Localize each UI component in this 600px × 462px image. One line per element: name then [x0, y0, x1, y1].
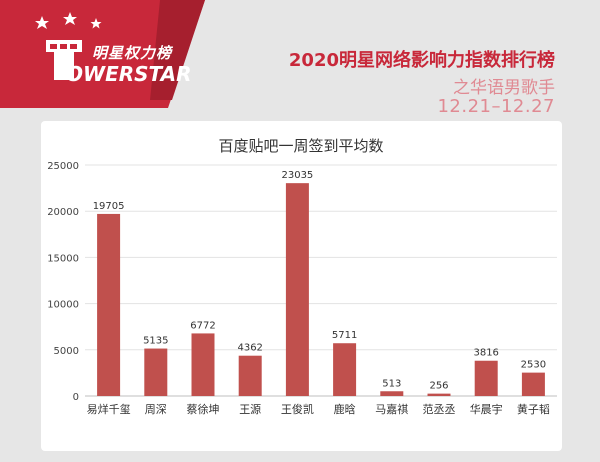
data-label: 5135 — [143, 336, 168, 347]
logo-accent-shape — [150, 0, 205, 100]
header-banner: 明星权力榜 OWERSTAR 2020明星网络影响力指数排行榜 之华语男歌手 1… — [0, 0, 600, 130]
bar — [285, 183, 309, 396]
data-label: 5711 — [332, 330, 357, 341]
y-tick-label: 25000 — [47, 161, 79, 172]
x-tick-label: 范丞丞 — [423, 402, 456, 416]
y-tick-label: 20000 — [47, 207, 79, 218]
bar — [97, 213, 121, 396]
star-icon — [63, 12, 77, 25]
y-tick-label: 0 — [73, 392, 79, 403]
bar — [144, 348, 168, 396]
y-tick-label: 10000 — [47, 300, 79, 311]
x-tick-label: 周深 — [145, 403, 167, 416]
x-tick-label: 易烊千玺 — [87, 402, 131, 416]
bar — [191, 333, 215, 396]
bar-chart: 百度贴吧一周签到平均数 0 5000 10000 15000 20000 25000 197… — [47, 137, 557, 416]
chart-title: 百度贴吧一周签到平均数 — [218, 137, 383, 155]
bar — [333, 343, 357, 396]
x-tick-label: 蔡徐坤 — [187, 402, 220, 416]
logo-badge — [0, 0, 205, 108]
logo-text-en: OWERSTAR — [66, 62, 192, 86]
page-subline: 之华语男歌手 — [453, 78, 555, 98]
bar — [427, 393, 451, 396]
data-label: 513 — [382, 378, 401, 389]
bar — [521, 372, 545, 396]
x-tick-label: 华晨宇 — [470, 402, 503, 416]
fist-icon — [46, 40, 82, 80]
x-tick-label: 黄子韬 — [517, 402, 550, 416]
data-label: 2530 — [521, 360, 546, 371]
logo-text-cn: 明星权力榜 — [92, 44, 173, 62]
x-tick-label: 王俊凯 — [281, 402, 314, 416]
chart-card: 百度贴吧一周签到平均数 0 5000 10000 15000 20000 25000 197… — [41, 121, 562, 451]
x-tick-label: 马嘉祺 — [375, 402, 408, 416]
data-label: 23035 — [281, 170, 313, 181]
bar — [238, 355, 262, 396]
x-tick-label: 鹿晗 — [334, 402, 356, 416]
page-headline: 2020明星网络影响力指数排行榜 — [288, 50, 555, 71]
y-tick-label: 15000 — [47, 253, 79, 264]
bar — [474, 360, 498, 396]
star-icon — [90, 18, 102, 29]
data-label: 4362 — [237, 343, 262, 354]
fist-icon-finger — [60, 44, 67, 49]
data-label: 19705 — [93, 201, 125, 212]
x-tick-label: 王源 — [239, 402, 261, 416]
star-icon — [35, 16, 49, 29]
data-label: 6772 — [190, 320, 215, 331]
data-label: 256 — [429, 381, 448, 392]
data-label: 3816 — [473, 348, 498, 359]
fist-icon-finger — [50, 44, 57, 49]
bar — [380, 391, 404, 396]
fist-icon-finger — [70, 44, 77, 49]
date-range: 12.21–12.27 — [437, 96, 555, 117]
y-tick-label: 5000 — [54, 346, 79, 357]
